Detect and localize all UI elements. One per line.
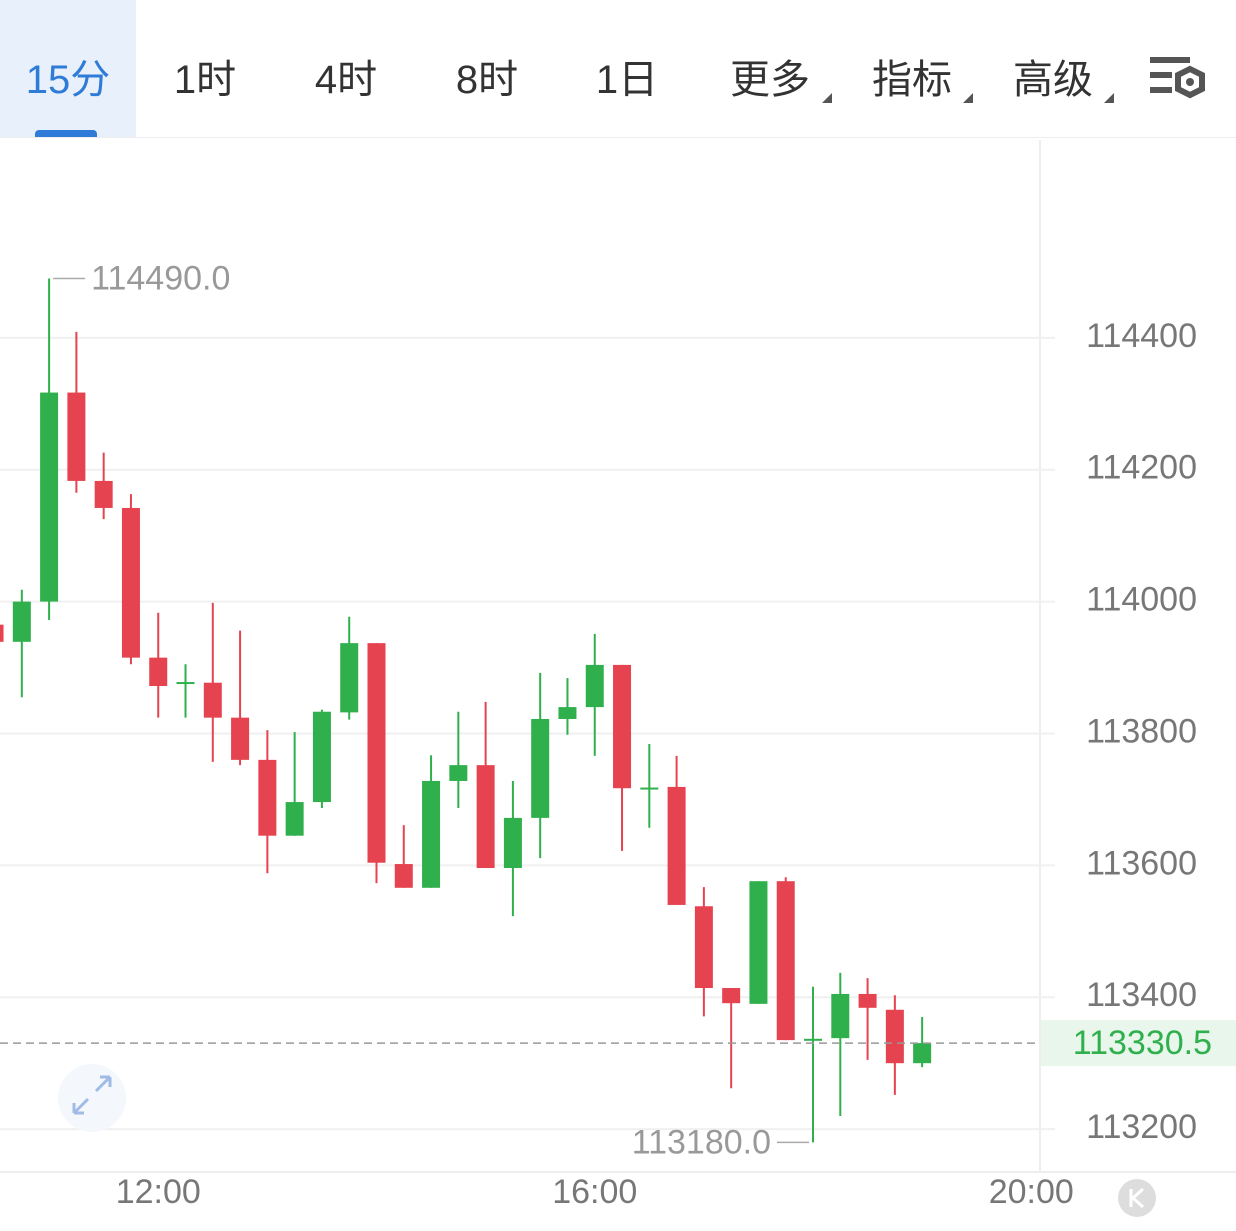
tab[interactable]: 4时 (314, 58, 378, 102)
candle-body (394, 864, 413, 888)
candle-body (503, 817, 522, 869)
candle-body (749, 881, 768, 1004)
candle-body (312, 711, 331, 803)
grid (0, 336, 1055, 1131)
candle-body (585, 664, 604, 708)
expand-bg (58, 1064, 126, 1132)
candle-body (67, 392, 86, 481)
candle-body (422, 780, 441, 888)
labels: 113200 113400 113600 113800 114000 114200 1144… (0, 259, 1236, 1211)
tab[interactable]: 指标 (872, 58, 952, 102)
tab[interactable]: 15分 (0, 0, 136, 137)
candle-body (804, 1038, 823, 1041)
y-tick-label: 113600 (1086, 844, 1197, 882)
candle-body (12, 601, 31, 642)
x-tick-label: 20:00 (989, 1173, 1074, 1211)
icon-bar (1150, 72, 1172, 78)
candle-body (149, 657, 168, 687)
candle-body (558, 707, 577, 719)
dropdown-arrow (822, 93, 832, 103)
candle-body (258, 759, 277, 836)
candle-body (858, 993, 877, 1008)
tab[interactable]: 8时 (455, 58, 519, 102)
x-tick-label: 12:00 (116, 1173, 201, 1211)
candle-body (449, 765, 468, 781)
candle-body (121, 507, 140, 658)
expand-button[interactable] (58, 1064, 126, 1132)
k-bg (1118, 1179, 1156, 1217)
y-tick-label: 113200 (1086, 1108, 1197, 1146)
candle-body (531, 718, 550, 818)
candle-body (94, 480, 113, 508)
icon-dot (1186, 78, 1194, 86)
tab[interactable]: 1日 (595, 58, 659, 102)
candle-body (340, 643, 359, 713)
expand-icon (72, 1075, 112, 1115)
min-label: 113180.0 (632, 1123, 771, 1161)
candle-body (285, 802, 304, 836)
candle-body (722, 988, 741, 1004)
y-tick-label: 114200 (1086, 449, 1197, 487)
candle-body (640, 787, 659, 790)
candle-body (176, 682, 195, 685)
tab[interactable]: 高级 (1013, 58, 1093, 102)
dropdown-arrow (963, 93, 973, 103)
candle-body (913, 1043, 932, 1064)
candle-body (776, 881, 795, 1041)
y-tick-label: 114400 (1086, 317, 1197, 355)
y-tick-label: 114000 (1086, 581, 1197, 619)
candle-body (694, 906, 713, 989)
last-price-box (1041, 1020, 1236, 1067)
y-tick-label: 113400 (1086, 976, 1197, 1014)
candle-body (885, 1009, 904, 1064)
active-indicator (35, 130, 97, 137)
settings-icon[interactable] (1150, 55, 1210, 105)
k-icon (1129, 1187, 1145, 1209)
candle-body (231, 717, 250, 760)
candle-body (203, 682, 222, 718)
dropdown-arrow (1104, 93, 1114, 103)
candle-body (667, 786, 686, 905)
tab-bar: 15分 1时 4时 8时 1日 更多 指标 高级 (0, 0, 1236, 138)
candle-body (613, 664, 632, 789)
candle-body (0, 624, 4, 642)
icon-bar (1150, 87, 1172, 93)
tab[interactable]: 1时 (173, 58, 237, 102)
x-tick-label: 16:00 (552, 1173, 637, 1211)
k-button[interactable] (1118, 1179, 1156, 1217)
candle-body (367, 643, 386, 863)
icon-bar (1150, 57, 1190, 63)
tab[interactable]: 更多 (730, 58, 810, 102)
candle-body (476, 765, 495, 869)
max-label: 114490.0 (91, 259, 230, 297)
candles (0, 278, 932, 1143)
candle-body (40, 392, 59, 602)
candle-body (831, 993, 850, 1039)
icon-hex (1175, 65, 1205, 99)
last-price-label: 113330.5 (1073, 1024, 1212, 1062)
y-tick-label: 113800 (1086, 712, 1197, 750)
